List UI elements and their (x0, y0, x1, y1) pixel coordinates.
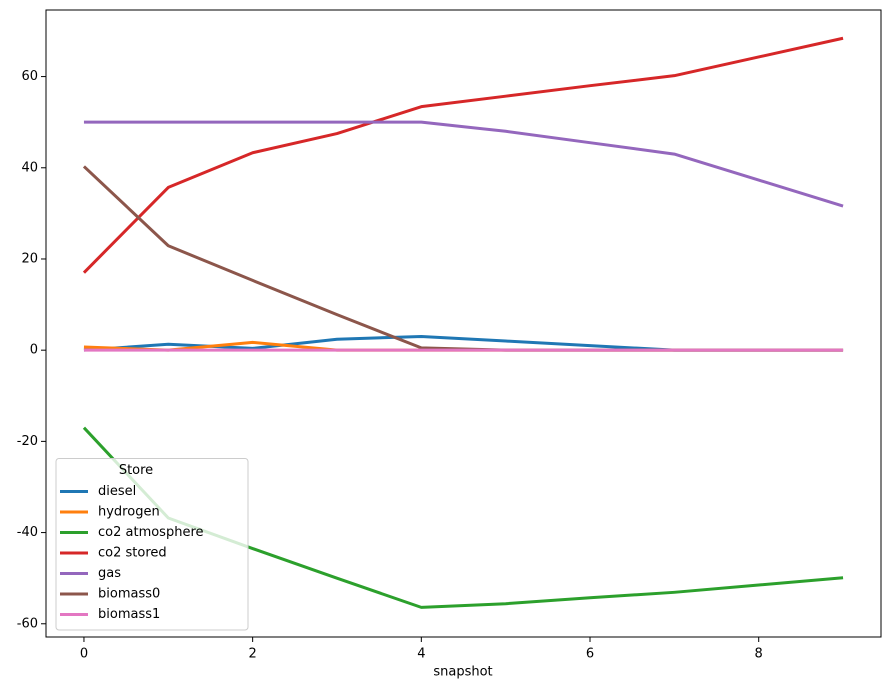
x-tick-label: 6 (586, 647, 594, 662)
plot-frame (45, 9, 882, 638)
legend: Store diesel hydrogen co2 atmosphere co2 sto… (55, 458, 249, 631)
y-tick-label: 60 (21, 69, 38, 84)
y-tick-label: 20 (21, 251, 38, 266)
x-tick-label: 2 (249, 647, 257, 662)
y-tick-label: -20 (17, 434, 38, 449)
x-tick-label: 0 (80, 647, 88, 662)
line-series (82, 36, 844, 274)
legend-label: diesel (98, 484, 136, 499)
x-tick-label: 4 (417, 647, 425, 662)
y-tick-label: -40 (17, 525, 38, 540)
legend-label: biomass1 (98, 607, 160, 622)
y-tick-label: 40 (21, 160, 38, 175)
legend-title: Store (119, 463, 153, 478)
y-tick-label: -60 (17, 616, 38, 631)
legend-label: hydrogen (98, 505, 160, 520)
legend-label: co2 atmosphere (98, 525, 204, 540)
y-tick-label: 0 (30, 343, 38, 358)
line-series (83, 120, 844, 208)
legend-label: gas (98, 566, 121, 581)
x-tick-label: 8 (755, 647, 763, 662)
legend-label: co2 stored (98, 546, 167, 561)
legend-box (55, 458, 249, 631)
line-series (82, 165, 844, 352)
legend-label: biomass0 (98, 587, 160, 602)
x-axis-label: snapshot (433, 665, 492, 680)
